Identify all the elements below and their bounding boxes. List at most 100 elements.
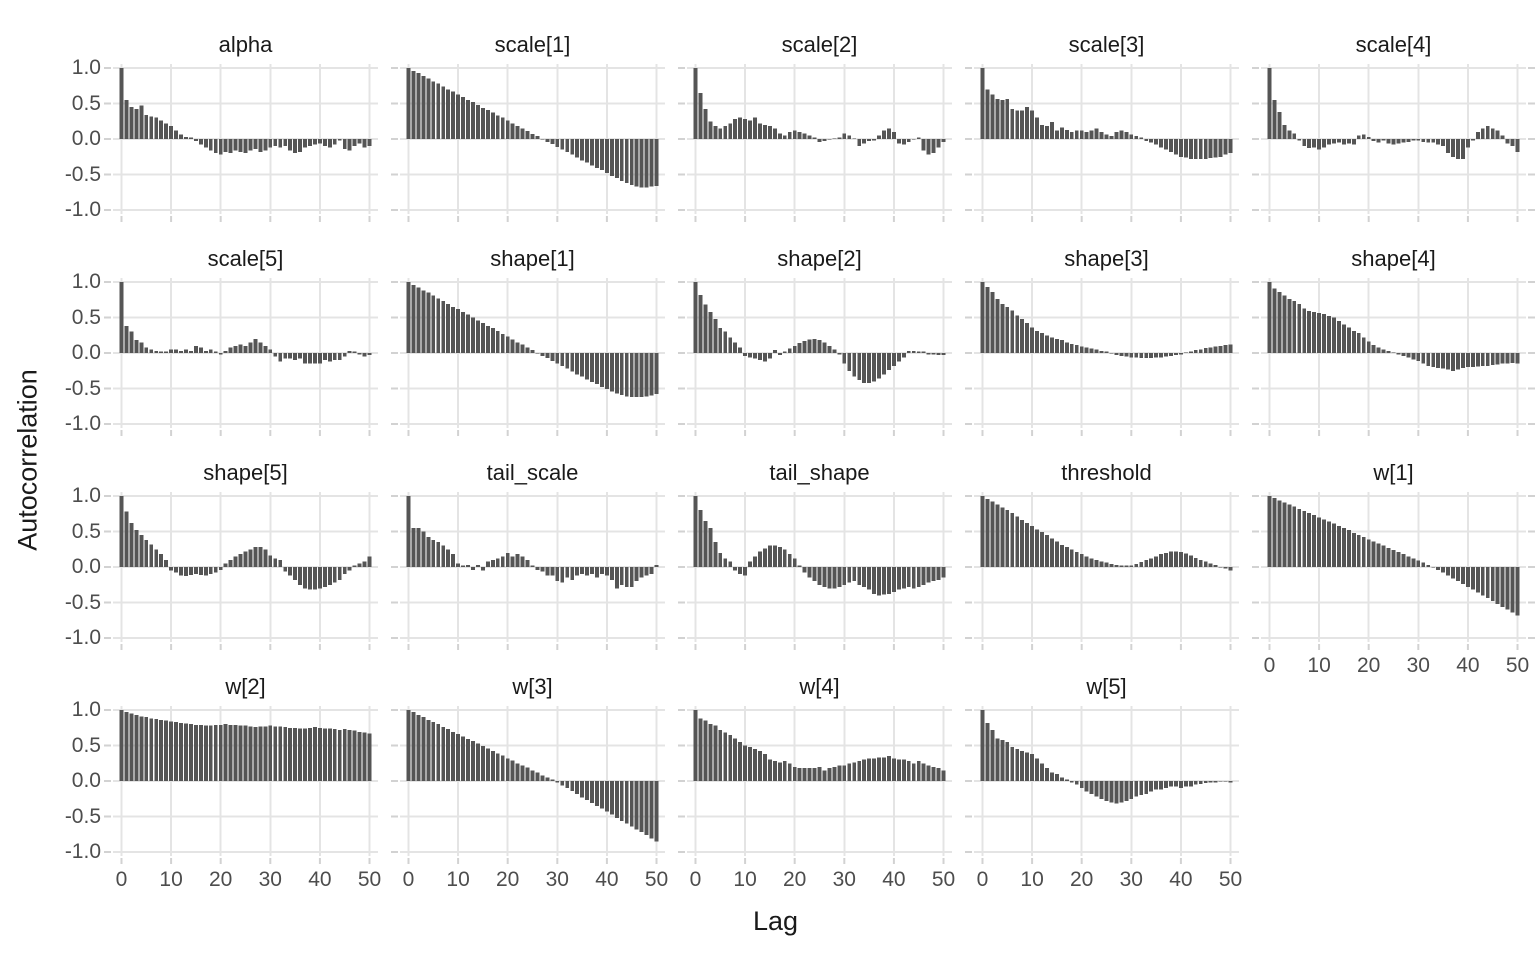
acf-bar [1040,763,1044,781]
facet-w[1]: w[1] 0 10 20 30 40 50 [1252,458,1535,677]
acf-bar [243,345,248,353]
acf-bar [1213,346,1218,353]
acf-bar [208,567,213,575]
acf-bar [456,94,461,139]
acf-bar [847,353,852,371]
acf-bar [555,781,560,783]
acf-plot-area [1252,64,1535,222]
acf-bar [654,781,659,842]
acf-bar [223,563,228,567]
acf-bar [926,567,931,583]
acf-bar [451,306,456,353]
acf-bar [1213,139,1218,158]
acf-bar [1292,133,1297,139]
acf-bar [238,725,243,781]
acf-bar [1490,353,1495,366]
acf-bar [1223,567,1228,569]
acf-bar [426,537,431,567]
acf-bar [189,724,193,781]
acf-bar [782,351,787,353]
acf-bar [446,89,451,139]
acf-bar [238,554,243,567]
facet-scale[1]: scale[1] [391,30,665,244]
acf-bar [1119,565,1124,567]
acf-bar [510,339,515,353]
acf-bar [1050,538,1054,567]
acf-bar [480,567,485,571]
acf-bar [1461,353,1465,368]
facet-title: w[5] [1086,674,1127,699]
acf-bar [580,139,585,161]
acf-bar [1159,554,1163,567]
acf-bar [1411,139,1416,141]
acf-bar [352,565,357,567]
acf-bar [1371,541,1376,567]
acf-bar [980,496,985,567]
acf-bar [1084,781,1089,792]
acf-bar [169,721,174,781]
acf-bar [233,139,238,151]
acf-bar [1297,139,1302,141]
acf-bar [1020,110,1025,139]
acf-bar [614,781,619,818]
acf-bar [604,139,609,174]
acf-bar [1485,567,1490,599]
acf-bar [1193,781,1198,785]
acf-bar [649,139,654,187]
acf-bar [1396,552,1401,567]
acf-bar [1282,124,1287,139]
acf-bar [1317,313,1322,353]
acf-bar [1193,350,1198,353]
acf-bar [644,781,649,835]
acf-bar [1035,330,1039,353]
acf-bar [535,567,540,570]
acf-bar [916,761,921,781]
acf-bar [500,333,505,353]
x-tick-label: 30 [832,868,856,891]
acf-bar [827,768,832,781]
acf-bar [510,556,515,567]
acf-bar [1406,139,1411,142]
acf-bar [882,130,886,139]
acf-bar [857,353,862,380]
acf-bar [436,83,441,139]
acf-bar [1391,139,1396,145]
acf-bar [1059,777,1064,781]
acf-bar [1188,555,1193,567]
acf-bar [857,139,862,147]
acf-bar [154,719,159,781]
acf-bar [1025,107,1030,139]
y-tick-label: 0.0 [71,769,101,792]
acf-bar [308,727,312,781]
acf-bar [842,765,847,781]
acf-bar [1356,535,1361,567]
acf-bar [342,729,347,781]
acf-bar [540,567,545,572]
acf-bar [119,282,124,353]
acf-bar [1149,139,1154,143]
acf-bar [565,139,570,152]
acf-bar [283,567,288,572]
acf-bar [1000,507,1005,567]
acf-bar [995,99,1000,139]
acf-bar [1124,131,1129,139]
acf-bar [862,567,867,587]
y-tick-label: 0.0 [71,127,101,150]
acf-bar [614,567,619,589]
acf-bar [357,732,362,781]
acf-plot-area [965,64,1239,222]
acf-bar [1144,139,1149,142]
acf-bar [1411,558,1416,567]
acf-bar [441,545,446,567]
acf-bar [852,762,857,781]
acf-bar [1485,126,1490,139]
acf-bar [203,567,208,576]
acf-bar [283,139,288,147]
x-tick-label: 50 [1505,654,1530,677]
acf-bar [590,139,594,166]
acf-bar [253,139,258,149]
acf-bar [867,758,872,781]
acf-bar [728,123,733,139]
acf-bar [218,353,223,355]
acf-bar [1054,773,1059,781]
